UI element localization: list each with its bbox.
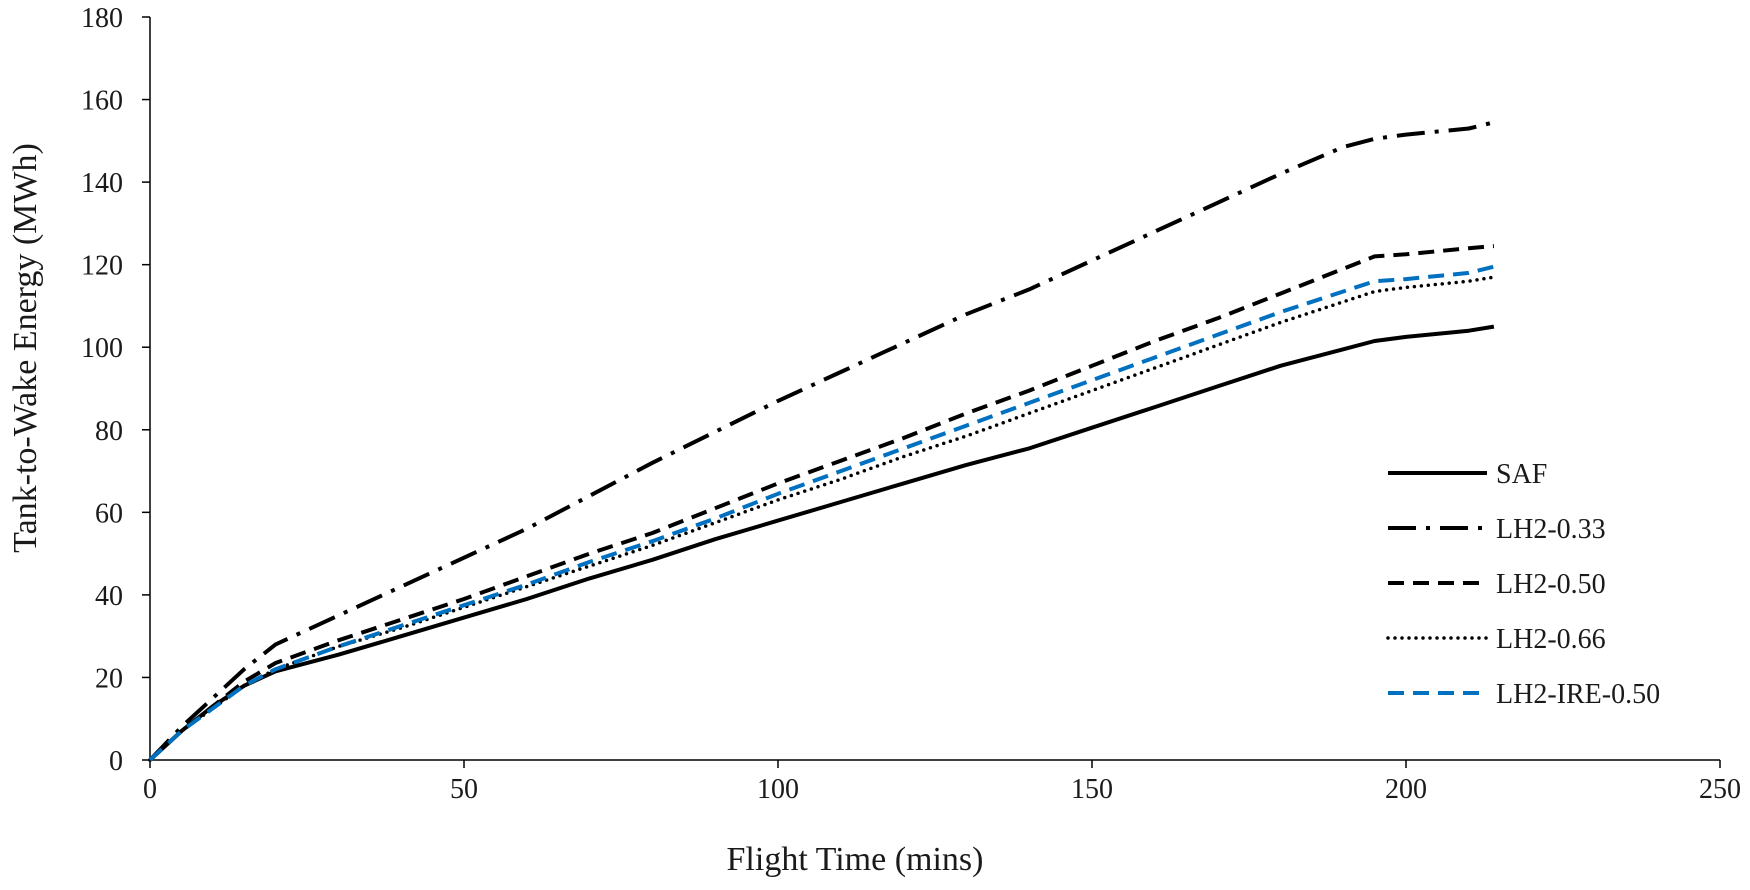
x-tick-label: 150 <box>1071 774 1113 805</box>
y-tick-label: 180 <box>81 3 123 34</box>
x-tick-label: 100 <box>757 774 799 805</box>
series-line-lh2-ire-0.50 <box>148 264 1495 762</box>
y-tick-label: 60 <box>95 498 123 529</box>
legend-label: LH2-0.50 <box>1496 569 1606 600</box>
legend-label: LH2-IRE-0.50 <box>1496 679 1660 710</box>
y-tick-label: 140 <box>81 168 123 199</box>
legend: SAF LH2-0.33 LH2-0.50 LH2-0.66 LH2-IRE-0.50 <box>1386 459 1660 710</box>
y-tick-label: 160 <box>81 86 123 117</box>
y-tick-label: 120 <box>81 251 123 282</box>
legend-label: LH2-0.33 <box>1496 514 1606 545</box>
legend-label: SAF <box>1496 459 1547 490</box>
legend-label: LH2-0.66 <box>1496 624 1606 655</box>
y-tick-label: 0 <box>109 746 123 777</box>
series-line-lh2-0.66 <box>148 275 1496 762</box>
y-tick-label: 20 <box>95 663 123 694</box>
axes: 0 50 100 150 200 250 0 20 40 60 80 100 120 140 160 180 <box>81 3 1741 805</box>
y-axis-title: Tank-to-Wake Energy (MWh) <box>7 143 44 553</box>
x-axis-title: Flight Time (mins) <box>727 841 984 878</box>
x-tick-label: 50 <box>450 774 478 805</box>
x-tick-label: 250 <box>1699 774 1741 805</box>
x-tick-label: 200 <box>1385 774 1427 805</box>
y-tick-label: 100 <box>81 333 123 364</box>
series-line-lh2-0.33 <box>148 120 1495 762</box>
series-line-lh2-0.50 <box>148 244 1495 762</box>
y-tick-label: 40 <box>95 581 123 612</box>
series-line-saf <box>148 324 1495 762</box>
series-lines <box>148 120 1496 762</box>
x-tick-label: 0 <box>143 774 157 805</box>
y-tick-label: 80 <box>95 416 123 447</box>
